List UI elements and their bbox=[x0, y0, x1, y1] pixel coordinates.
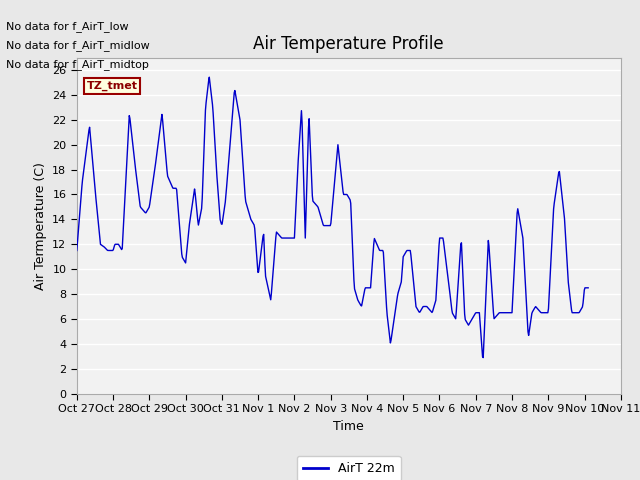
Y-axis label: Air Termperature (C): Air Termperature (C) bbox=[33, 162, 47, 289]
X-axis label: Time: Time bbox=[333, 420, 364, 432]
Legend: AirT 22m: AirT 22m bbox=[297, 456, 401, 480]
Text: TZ_tmet: TZ_tmet bbox=[86, 81, 138, 91]
Text: No data for f_AirT_midlow: No data for f_AirT_midlow bbox=[6, 40, 150, 51]
Title: Air Temperature Profile: Air Temperature Profile bbox=[253, 35, 444, 53]
Text: No data for f_AirT_low: No data for f_AirT_low bbox=[6, 21, 129, 32]
Text: No data for f_AirT_midtop: No data for f_AirT_midtop bbox=[6, 59, 149, 70]
